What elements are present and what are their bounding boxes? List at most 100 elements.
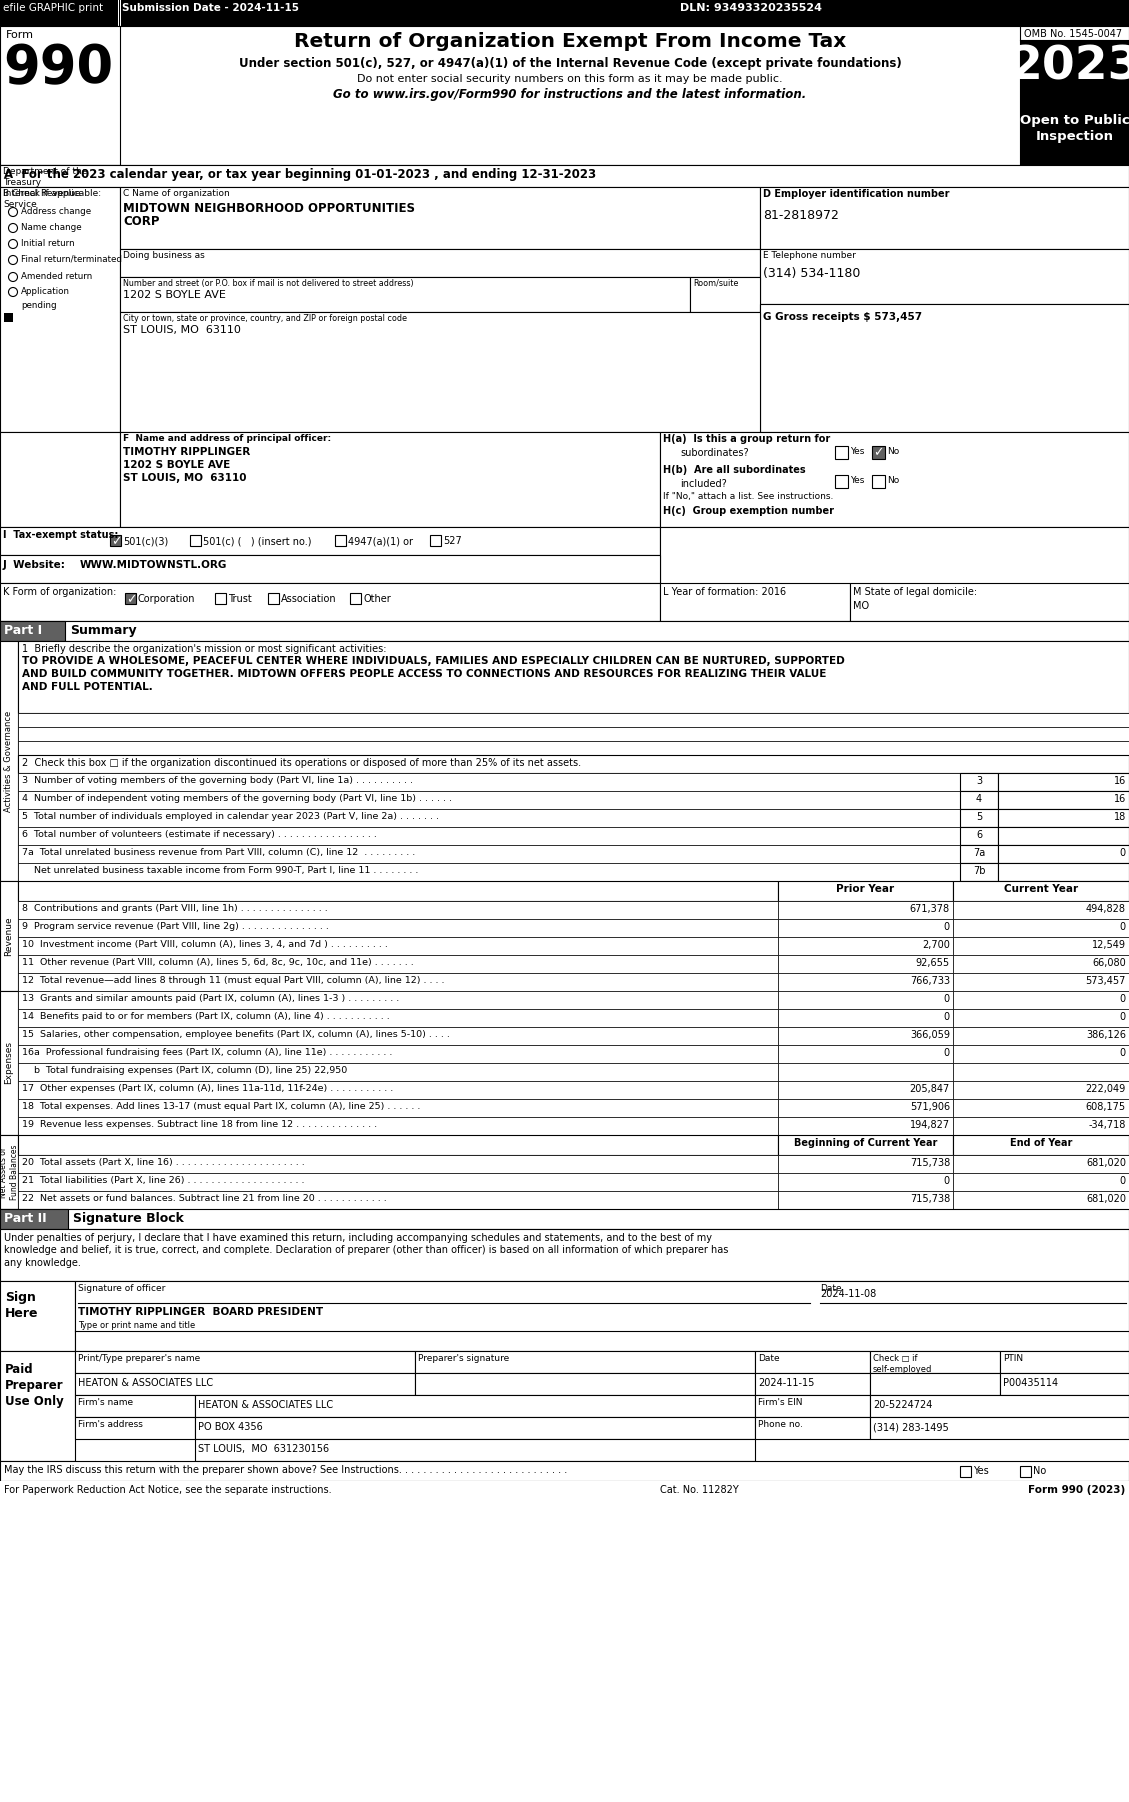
Text: Address change: Address change <box>21 207 91 216</box>
Text: 16: 16 <box>1113 777 1126 786</box>
Bar <box>953 1135 1129 1155</box>
Bar <box>870 1352 1000 1373</box>
Text: Department of the
Treasury
Internal Revenue
Service: Department of the Treasury Internal Reve… <box>3 168 87 209</box>
Bar <box>430 535 441 546</box>
Text: Initial return: Initial return <box>21 240 75 249</box>
Bar <box>0 25 120 166</box>
Text: Signature Block: Signature Block <box>73 1213 184 1225</box>
Text: Amended return: Amended return <box>21 272 93 281</box>
Text: pending: pending <box>21 301 56 310</box>
Bar <box>960 827 998 845</box>
Text: 1202 S BOYLE AVE: 1202 S BOYLE AVE <box>123 460 230 470</box>
Bar <box>415 1373 755 1395</box>
Bar <box>778 1099 953 1117</box>
Text: 2,700: 2,700 <box>922 941 949 950</box>
Bar <box>690 278 760 312</box>
Bar <box>0 555 660 584</box>
Bar <box>835 447 848 460</box>
Bar <box>215 593 226 604</box>
Text: HEATON & ASSOCIATES LLC: HEATON & ASSOCIATES LLC <box>198 1400 333 1409</box>
Text: 7a  Total unrelated business revenue from Part VIII, column (C), line 12  . . . : 7a Total unrelated business revenue from… <box>21 849 415 858</box>
Bar <box>1000 1352 1129 1373</box>
Text: 12  Total revenue—add lines 8 through 11 (must equal Part VIII, column (A), line: 12 Total revenue—add lines 8 through 11 … <box>21 977 445 986</box>
Bar <box>953 881 1129 901</box>
Bar <box>18 1135 778 1155</box>
Bar <box>953 919 1129 937</box>
Bar <box>18 1063 778 1081</box>
Text: H(b)  Are all subordinates: H(b) Are all subordinates <box>663 465 806 476</box>
Text: J  Website:: J Website: <box>3 560 65 569</box>
Bar <box>75 1352 415 1373</box>
Text: (314) 534-1180: (314) 534-1180 <box>763 267 860 279</box>
Text: OMB No. 1545-0047: OMB No. 1545-0047 <box>1024 29 1122 40</box>
Bar <box>18 937 778 955</box>
Bar <box>778 881 953 901</box>
Bar <box>870 1416 1129 1440</box>
Bar <box>18 642 1129 714</box>
Text: 10  Investment income (Part VIII, column (A), lines 3, 4, and 7d ) . . . . . . .: 10 Investment income (Part VIII, column … <box>21 941 388 950</box>
Text: DLN: 93493320235524: DLN: 93493320235524 <box>680 4 822 13</box>
Bar <box>998 845 1129 863</box>
Bar <box>120 432 660 526</box>
Text: 11  Other revenue (Part VIII, column (A), lines 5, 6d, 8c, 9c, 10c, and 11e) . .: 11 Other revenue (Part VIII, column (A),… <box>21 959 413 968</box>
Bar <box>760 187 1129 249</box>
Bar <box>960 1467 971 1478</box>
Text: 0: 0 <box>944 995 949 1004</box>
Bar <box>1019 110 1129 166</box>
Text: 366,059: 366,059 <box>910 1031 949 1040</box>
Text: 15  Salaries, other compensation, employee benefits (Part IX, column (A), lines : 15 Salaries, other compensation, employe… <box>21 1031 449 1040</box>
Text: Application: Application <box>21 287 70 296</box>
Bar <box>778 1191 953 1209</box>
Text: 8  Contributions and grants (Part VIII, line 1h) . . . . . . . . . . . . . . .: 8 Contributions and grants (Part VIII, l… <box>21 905 327 914</box>
Text: 3  Number of voting members of the governing body (Part VI, line 1a) . . . . . .: 3 Number of voting members of the govern… <box>21 777 413 786</box>
Text: 5  Total number of individuals employed in calendar year 2023 (Part V, line 2a) : 5 Total number of individuals employed i… <box>21 813 439 822</box>
Text: Activities & Governance: Activities & Governance <box>5 710 14 811</box>
Text: 6  Total number of volunteers (estimate if necessary) . . . . . . . . . . . . . : 6 Total number of volunteers (estimate i… <box>21 831 377 840</box>
Text: HEATON & ASSOCIATES LLC: HEATON & ASSOCIATES LLC <box>78 1379 213 1388</box>
Bar <box>835 476 848 488</box>
Text: Under section 501(c), 527, or 4947(a)(1) of the Internal Revenue Code (except pr: Under section 501(c), 527, or 4947(a)(1)… <box>238 58 901 70</box>
Text: 13  Grants and similar amounts paid (Part IX, column (A), lines 1-3 ) . . . . . : 13 Grants and similar amounts paid (Part… <box>21 995 400 1004</box>
Bar <box>870 1395 1129 1416</box>
Text: Date: Date <box>820 1285 841 1294</box>
Bar <box>755 1416 870 1440</box>
Bar <box>18 1191 778 1209</box>
Text: ST LOUIS, MO  63110: ST LOUIS, MO 63110 <box>123 472 246 483</box>
Text: Room/suite: Room/suite <box>693 279 738 288</box>
Text: 14  Benefits paid to or for members (Part IX, column (A), line 4) . . . . . . . : 14 Benefits paid to or for members (Part… <box>21 1013 390 1022</box>
Bar <box>778 1155 953 1173</box>
Text: 4947(a)(1) or: 4947(a)(1) or <box>348 535 413 546</box>
Bar <box>18 1155 778 1173</box>
Text: 16: 16 <box>1113 795 1126 804</box>
Bar <box>18 827 960 845</box>
Text: Expenses: Expenses <box>5 1042 14 1085</box>
Text: Return of Organization Exempt From Income Tax: Return of Organization Exempt From Incom… <box>294 32 846 50</box>
Text: Type or print name and title: Type or print name and title <box>78 1321 195 1330</box>
Bar <box>18 1009 778 1027</box>
Text: subordinates?: subordinates? <box>680 449 749 458</box>
Bar <box>0 1481 1129 1501</box>
Text: Submission Date - 2024-11-15: Submission Date - 2024-11-15 <box>122 4 299 13</box>
Text: I  Tax-exempt status:: I Tax-exempt status: <box>3 530 119 541</box>
Text: 4: 4 <box>975 795 982 804</box>
Bar <box>18 726 1129 741</box>
Text: Under penalties of perjury, I declare that I have examined this return, includin: Under penalties of perjury, I declare th… <box>5 1233 728 1269</box>
Bar <box>953 973 1129 991</box>
Text: 92,655: 92,655 <box>916 959 949 968</box>
Bar <box>0 25 1129 166</box>
Text: TIMOTHY RIPPLINGER  BOARD PRESIDENT: TIMOTHY RIPPLINGER BOARD PRESIDENT <box>78 1306 323 1317</box>
Text: 7a: 7a <box>973 849 986 858</box>
Bar <box>75 1373 415 1395</box>
Text: 681,020: 681,020 <box>1086 1195 1126 1204</box>
Text: Firm's name: Firm's name <box>78 1398 133 1407</box>
Bar <box>953 1027 1129 1045</box>
Text: K Form of organization:: K Form of organization: <box>3 587 116 596</box>
Bar <box>953 1009 1129 1027</box>
Text: 571,906: 571,906 <box>910 1103 949 1112</box>
Text: MIDTOWN NEIGHBORHOOD OPPORTUNITIES: MIDTOWN NEIGHBORHOOD OPPORTUNITIES <box>123 202 415 214</box>
Bar <box>0 1229 1129 1281</box>
Bar <box>760 305 1129 432</box>
Text: ✓: ✓ <box>873 447 884 460</box>
Bar <box>960 863 998 881</box>
Bar <box>850 584 1129 622</box>
